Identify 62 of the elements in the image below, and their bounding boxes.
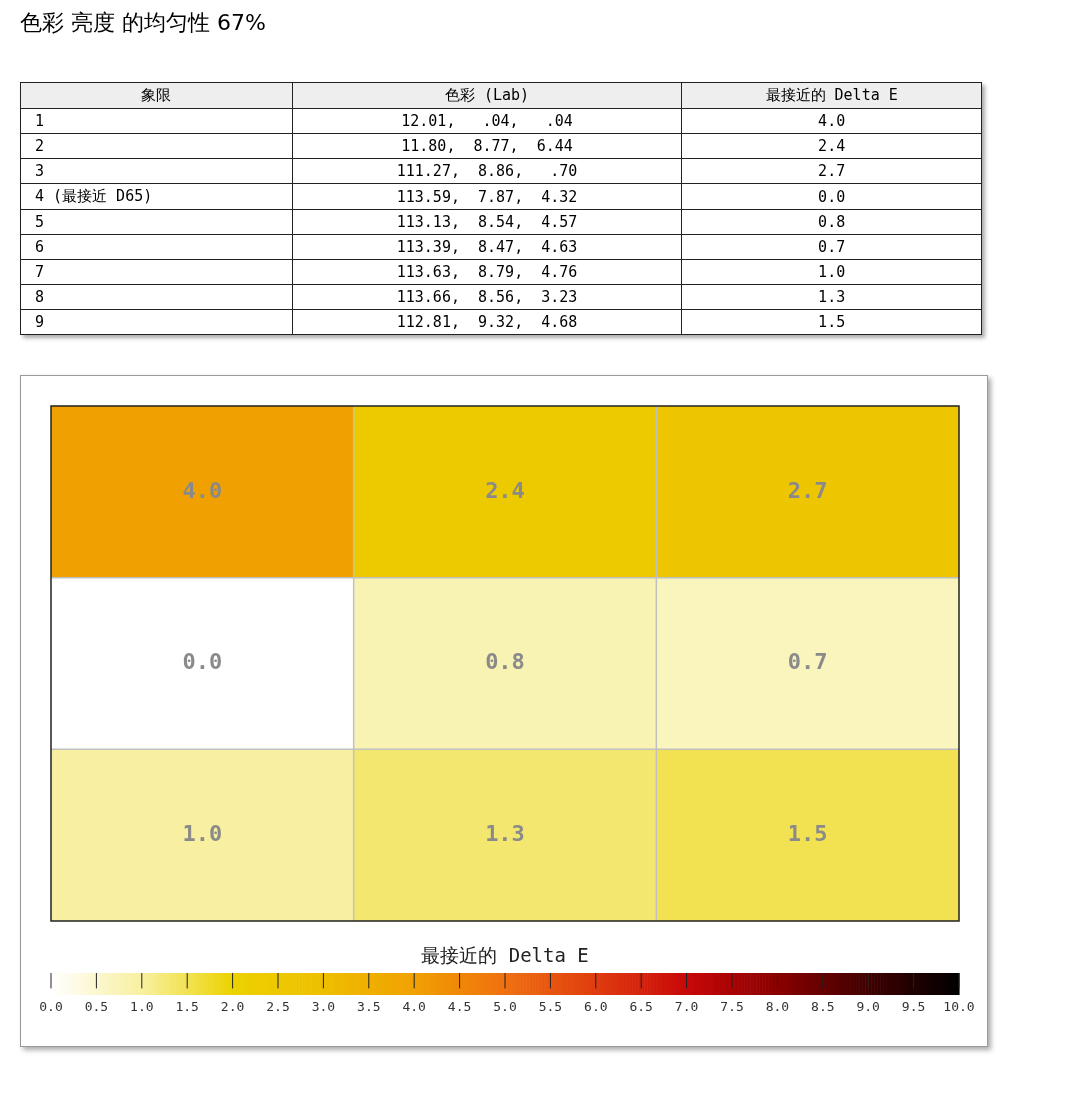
color-bar-label: 2.0 (220, 998, 245, 1014)
color-bar-label: 5.5 (538, 998, 563, 1014)
color-bar-label: 3.0 (311, 998, 336, 1014)
text: 6 (35, 238, 45, 256)
text: 4 (最接近 D65) (35, 187, 153, 205)
text: 113.59, 7.87, 4.32 (396, 187, 578, 206)
text: 11.80, 8.77, 6.44 (401, 137, 573, 155)
color-bar-label: 9.5 (901, 998, 926, 1014)
text: 112.81, 9.32, 4.68 (396, 313, 578, 331)
text: 113.13, 8.54, 4.57 (396, 213, 578, 231)
text: 2.4 (818, 137, 846, 155)
text: 2.7 (818, 162, 846, 180)
text: 1.3 (818, 288, 846, 306)
text: 1 (35, 112, 45, 130)
text: 8 (35, 288, 45, 306)
color-bar-label: 9.0 (856, 998, 880, 1014)
text: 3 (35, 162, 45, 180)
color-bar-label: 8.5 (811, 998, 835, 1014)
color-bar-label: 8.0 (765, 998, 790, 1014)
data-label: 0.8 (485, 649, 525, 675)
color-bar-label: 2.5 (266, 998, 290, 1014)
data-label: 1.3 (485, 820, 525, 846)
text: 12.01, .04, .04 (401, 112, 573, 130)
data-label: 0.7 (787, 649, 828, 675)
text: 1.0 (818, 263, 846, 281)
data-label: 2.4 (485, 477, 525, 503)
text: 1.5 (818, 313, 846, 331)
text: 0.0 (818, 187, 846, 206)
data-label: 1.0 (182, 820, 223, 846)
text: 色彩 亮度 的均匀性 67% (20, 9, 267, 37)
text: 113.39, 8.47, 4.63 (396, 238, 578, 256)
color-bar-label: 0.5 (84, 998, 109, 1014)
text: 2 (35, 137, 45, 155)
color-bar-label: 5.0 (493, 998, 517, 1014)
text: 9 (35, 313, 45, 331)
color-bar-label: 6.5 (629, 998, 653, 1014)
color-bar-label: 7.0 (674, 998, 699, 1014)
category-label: 最接近的 Delta E (681, 82, 982, 109)
data-label: 4.0 (182, 477, 223, 503)
color-bar-label: 6.0 (584, 998, 608, 1014)
color-bar-label: 1.0 (130, 998, 154, 1014)
text: 111.27, 8.86, .70 (396, 162, 578, 180)
text: 113.66, 8.56, 3.23 (396, 288, 578, 306)
data-label: 0.0 (182, 649, 223, 675)
color-bar-label: 4.0 (402, 998, 426, 1014)
text: 5 (35, 213, 45, 231)
text: 113.63, 8.79, 4.76 (396, 263, 578, 281)
text: 7 (35, 263, 45, 281)
data-label: 1.5 (787, 820, 828, 846)
data-label: 2.7 (787, 477, 828, 503)
text: 0.8 (818, 213, 846, 231)
color-bar-label: 10.0 (943, 998, 975, 1014)
color-bar-label: 0.0 (39, 998, 63, 1014)
color-bar-title: 最接近的 Delta E (421, 944, 589, 967)
text: 4.0 (818, 112, 846, 130)
color-bar-label: 4.5 (447, 998, 472, 1014)
text: 0.7 (818, 238, 846, 256)
category-label: 色彩 (Lab) (292, 82, 682, 109)
color-bar-label: 3.5 (357, 998, 381, 1014)
category-label: 象限 (20, 82, 293, 109)
color-bar-label: 1.5 (175, 998, 199, 1014)
color-bar-label: 7.5 (720, 998, 744, 1014)
